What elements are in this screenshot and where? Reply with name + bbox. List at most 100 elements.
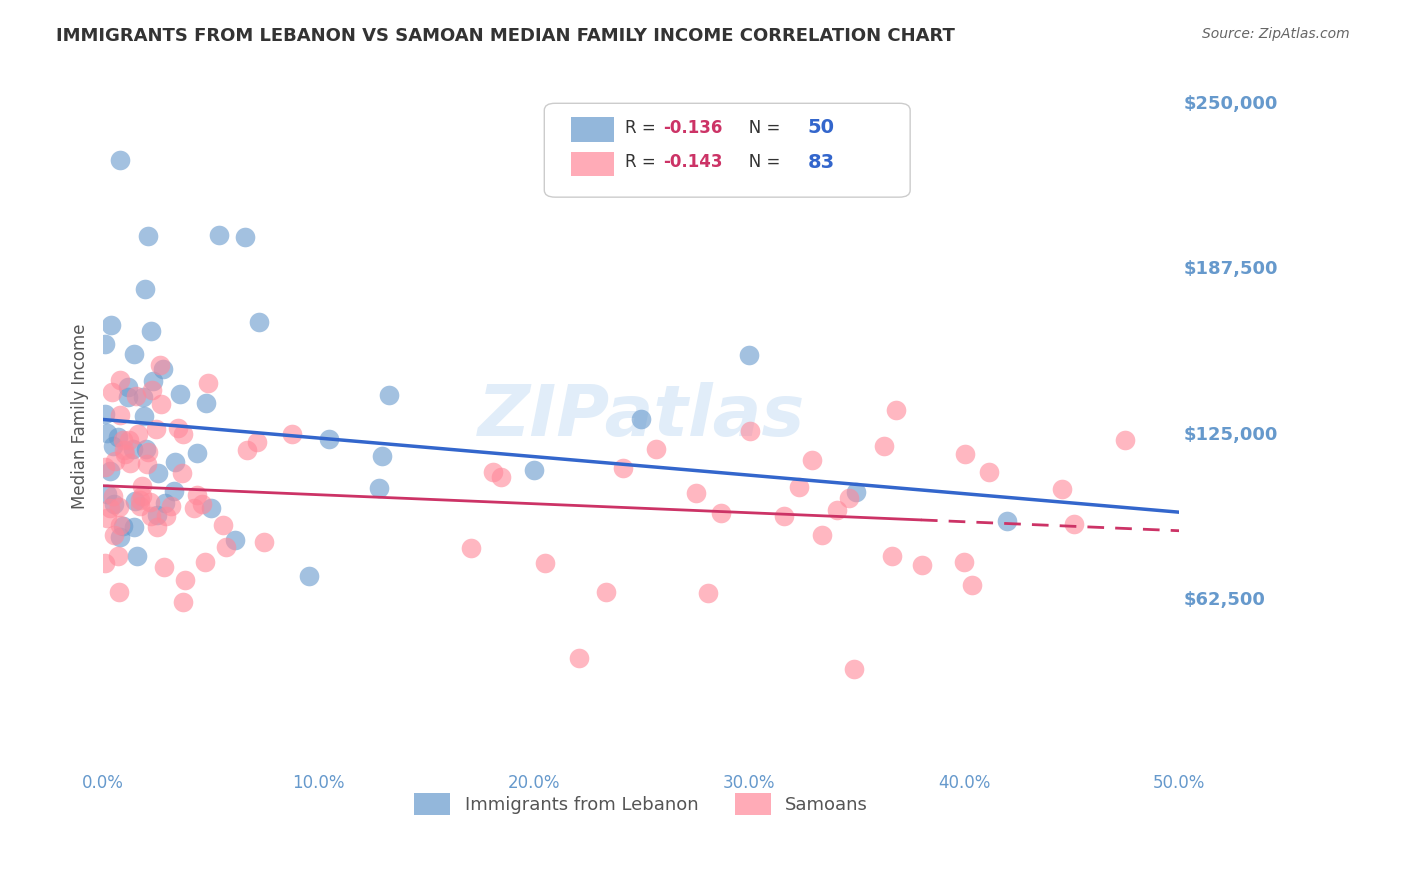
Text: N =: N = [733,153,785,171]
Samoans [139,494,162,508]
Samoans [108,500,131,514]
Text: N =: N = [733,119,785,136]
Samoans [174,574,197,588]
Immigrants from Lebanon [370,449,392,463]
Immigrants from Lebanon [318,433,340,447]
Immigrants from Lebanon [195,395,218,409]
Samoans [953,447,976,461]
Bar [571,117,614,142]
Immigrants from Lebanon [146,508,169,523]
Immigrants from Lebanon [298,568,321,582]
Samoans [685,485,707,500]
Samoans [197,376,219,390]
Samoans [811,527,834,541]
Samoans [108,374,131,388]
Samoans [118,433,141,447]
Samoans [612,460,634,475]
Samoans [155,509,177,524]
Immigrants from Lebanon [162,484,184,499]
Immigrants from Lebanon [110,153,132,167]
Samoans [131,478,153,492]
Immigrants from Lebanon [135,442,157,456]
Immigrants from Lebanon [131,390,153,404]
Immigrants from Lebanon [152,362,174,376]
Y-axis label: Median Family Income: Median Family Income [72,324,89,509]
Samoans [172,467,194,481]
Samoans [160,499,183,513]
Samoans [94,460,117,475]
Samoans [101,489,124,503]
Samoans [104,454,127,468]
Samoans [167,421,190,435]
Immigrants from Lebanon [122,347,145,361]
Immigrants from Lebanon [117,380,139,394]
Samoans [101,384,124,399]
Text: IMMIGRANTS FROM LEBANON VS SAMOAN MEDIAN FAMILY INCOME CORRELATION CHART: IMMIGRANTS FROM LEBANON VS SAMOAN MEDIAN… [56,27,955,45]
Immigrants from Lebanon [142,374,165,388]
Immigrants from Lebanon [186,446,208,460]
Immigrants from Lebanon [224,533,246,548]
Samoans [125,389,148,403]
Immigrants from Lebanon [100,318,122,332]
Samoans [136,445,159,459]
Samoans [460,541,482,556]
Samoans [146,520,169,534]
Immigrants from Lebanon [132,409,155,423]
Samoans [114,447,136,461]
Samoans [825,503,848,517]
Samoans [172,594,194,608]
Text: R =: R = [626,119,661,136]
Immigrants from Lebanon [378,388,401,402]
Immigrants from Lebanon [108,529,131,543]
Immigrants from Lebanon [995,514,1018,528]
Immigrants from Lebanon [200,500,222,515]
Samoans [953,555,976,569]
Samoans [246,434,269,449]
Samoans [1063,516,1085,531]
Samoans [253,535,276,549]
Samoans [136,457,159,471]
Immigrants from Lebanon [738,348,761,362]
Legend: Immigrants from Lebanon, Samoans: Immigrants from Lebanon, Samoans [405,784,877,824]
Immigrants from Lebanon [96,425,118,440]
Samoans [127,427,149,442]
Immigrants from Lebanon [122,520,145,534]
Immigrants from Lebanon [368,481,391,495]
Samoans [211,517,233,532]
Samoans [844,662,866,676]
Samoans [110,408,132,422]
Text: R =: R = [626,153,661,171]
Samoans [128,499,150,513]
Samoans [98,501,121,516]
Samoans [911,558,934,572]
Immigrants from Lebanon [141,324,163,338]
Samoans [567,651,589,665]
FancyBboxPatch shape [544,103,910,197]
Samoans [960,578,983,592]
Immigrants from Lebanon [134,282,156,296]
Samoans [773,508,796,523]
Samoans [697,586,720,600]
Samoans [107,549,129,563]
Text: -0.143: -0.143 [662,153,723,171]
Bar [571,152,614,177]
Immigrants from Lebanon [153,496,176,510]
Samoans [533,556,555,570]
Immigrants from Lebanon [112,518,135,533]
Immigrants from Lebanon [94,407,117,421]
Samoans [1114,434,1136,448]
Samoans [145,422,167,436]
Immigrants from Lebanon [148,466,170,480]
Samoans [149,397,172,411]
Samoans [94,556,117,570]
Immigrants from Lebanon [96,486,118,500]
Samoans [108,518,131,533]
Immigrants from Lebanon [94,337,117,351]
Samoans [281,426,304,441]
Text: -0.136: -0.136 [662,119,723,136]
Samoans [235,442,257,457]
Immigrants from Lebanon [117,390,139,404]
Samoans [153,559,176,574]
Immigrants from Lebanon [98,464,121,478]
Samoans [194,555,217,569]
